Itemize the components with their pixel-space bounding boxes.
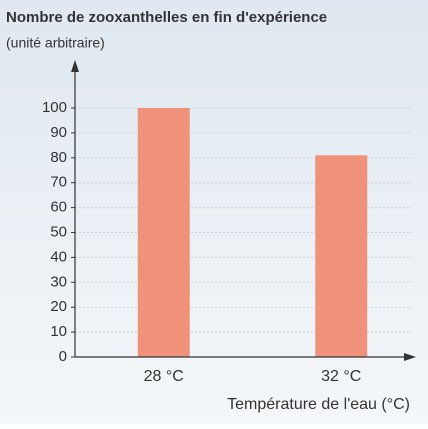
y-tick-label: 100 bbox=[42, 99, 67, 116]
x-tick-label: 32 °C bbox=[321, 368, 361, 385]
x-axis-arrow bbox=[404, 353, 416, 361]
x-axis-label: Température de l'eau (°C) bbox=[227, 396, 410, 413]
bar bbox=[137, 108, 190, 357]
chart-title: Nombre de zooxanthelles en fin d'expérie… bbox=[6, 9, 327, 26]
x-tick-label: 28 °C bbox=[144, 368, 184, 385]
y-axis-arrow bbox=[71, 60, 79, 72]
y-tick-label: 90 bbox=[50, 124, 67, 141]
bar bbox=[315, 155, 368, 357]
y-tick-label: 30 bbox=[50, 273, 67, 290]
y-tick-label: 0 bbox=[59, 348, 67, 365]
y-tick-label: 70 bbox=[50, 174, 67, 191]
y-tick-label: 10 bbox=[50, 323, 67, 340]
chart-subtitle: (unité arbitraire) bbox=[6, 35, 105, 51]
y-tick-label: 80 bbox=[50, 149, 67, 166]
y-tick-label: 50 bbox=[50, 223, 67, 240]
y-tick-label: 20 bbox=[50, 298, 67, 315]
y-tick-label: 60 bbox=[50, 199, 67, 216]
y-tick-label: 40 bbox=[50, 248, 67, 265]
